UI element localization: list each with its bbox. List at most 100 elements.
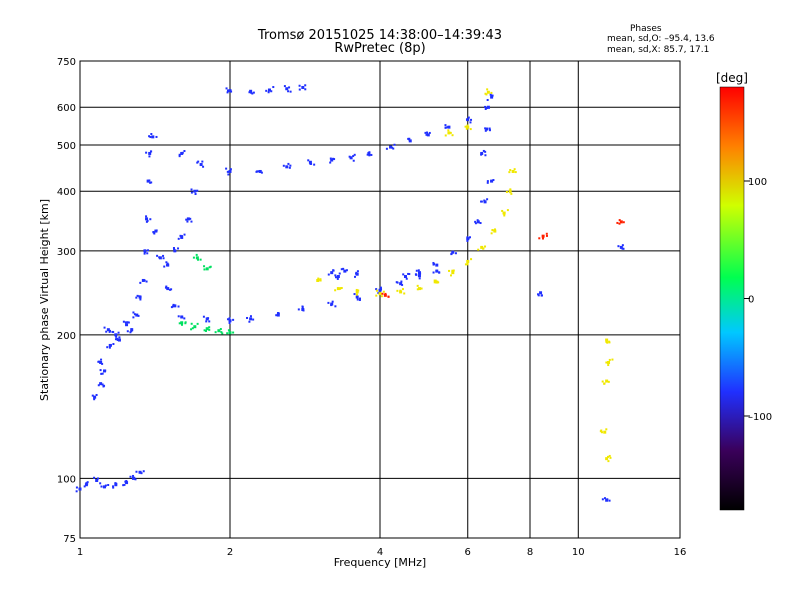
data-point xyxy=(145,217,149,221)
data-point xyxy=(199,258,202,261)
data-point xyxy=(129,331,132,334)
data-point xyxy=(486,90,490,94)
data-point xyxy=(432,263,435,266)
data-point xyxy=(601,380,604,383)
data-point xyxy=(474,220,477,223)
data-point xyxy=(105,330,108,333)
data-point xyxy=(466,261,469,264)
colorbar-tick-label: 0 xyxy=(748,295,754,306)
data-point xyxy=(484,154,487,157)
chart-title: Tromsø 20151025 14:38:00–14:39:43 xyxy=(257,28,503,43)
data-point xyxy=(420,287,423,290)
data-point xyxy=(99,482,102,485)
data-point xyxy=(229,168,232,171)
data-point xyxy=(483,199,486,202)
data-point xyxy=(329,157,332,160)
data-point xyxy=(117,338,121,342)
data-point xyxy=(195,253,198,256)
data-point xyxy=(172,247,175,250)
data-point xyxy=(104,369,107,372)
data-point xyxy=(345,269,348,272)
data-point xyxy=(195,256,199,260)
data-point xyxy=(605,457,609,461)
data-point xyxy=(183,150,186,153)
data-point xyxy=(270,90,273,93)
data-point xyxy=(609,456,612,459)
x-tick-label: 2 xyxy=(227,547,233,558)
data-point xyxy=(541,237,544,240)
data-point xyxy=(282,164,285,167)
data-point xyxy=(180,321,184,325)
data-point xyxy=(135,470,138,473)
data-point xyxy=(600,431,603,434)
data-point xyxy=(449,131,452,134)
data-point xyxy=(401,283,404,286)
data-point xyxy=(226,318,229,321)
data-point xyxy=(197,258,200,261)
data-point xyxy=(508,171,511,174)
data-point xyxy=(184,322,187,325)
data-point xyxy=(220,331,223,334)
data-point xyxy=(194,193,197,196)
data-point xyxy=(607,380,610,383)
data-point xyxy=(342,267,345,270)
data-point xyxy=(100,372,103,375)
data-point xyxy=(178,322,181,325)
data-point xyxy=(402,273,405,276)
data-point xyxy=(108,346,111,349)
data-point xyxy=(476,220,480,224)
data-point xyxy=(446,126,449,129)
data-point xyxy=(608,499,611,502)
data-point xyxy=(199,163,203,167)
data-point xyxy=(170,306,173,309)
data-point xyxy=(502,212,505,215)
data-point xyxy=(283,85,286,88)
data-point xyxy=(464,125,467,128)
data-point xyxy=(135,313,139,317)
data-point xyxy=(252,91,255,94)
data-point xyxy=(230,90,233,93)
colorbar-ticks: 100 0 –100 xyxy=(744,177,772,423)
data-point xyxy=(334,274,337,277)
data-point xyxy=(197,160,200,163)
data-point xyxy=(509,169,512,172)
data-point xyxy=(484,127,487,130)
data-point xyxy=(385,147,388,150)
data-point xyxy=(226,170,229,173)
data-point xyxy=(470,118,473,121)
data-point xyxy=(403,292,406,295)
data-point xyxy=(370,153,373,156)
data-point xyxy=(202,165,205,168)
data-point xyxy=(349,156,353,160)
data-point xyxy=(608,340,611,343)
data-point xyxy=(503,214,506,217)
data-point xyxy=(302,309,305,312)
data-point xyxy=(172,303,175,306)
data-point xyxy=(155,135,158,138)
data-point xyxy=(606,455,609,458)
data-point xyxy=(490,180,493,183)
data-point xyxy=(539,291,543,295)
data-point xyxy=(336,287,340,291)
data-point xyxy=(127,321,130,324)
data-point xyxy=(190,328,193,331)
data-point xyxy=(451,134,454,137)
data-point xyxy=(396,289,399,292)
data-point xyxy=(355,272,359,276)
data-point xyxy=(603,497,606,500)
data-point xyxy=(484,129,487,132)
data-point xyxy=(260,171,263,174)
data-point xyxy=(379,286,382,289)
y-tick-label: 400 xyxy=(57,187,76,198)
data-point xyxy=(484,108,487,111)
data-point xyxy=(180,316,183,319)
data-point xyxy=(356,270,359,273)
data-point xyxy=(480,151,484,155)
data-point xyxy=(491,229,494,232)
data-point xyxy=(164,286,167,289)
data-point xyxy=(466,239,469,242)
data-point xyxy=(416,284,419,287)
data-point xyxy=(298,88,301,91)
data-point xyxy=(288,86,291,89)
data-point xyxy=(387,295,390,298)
